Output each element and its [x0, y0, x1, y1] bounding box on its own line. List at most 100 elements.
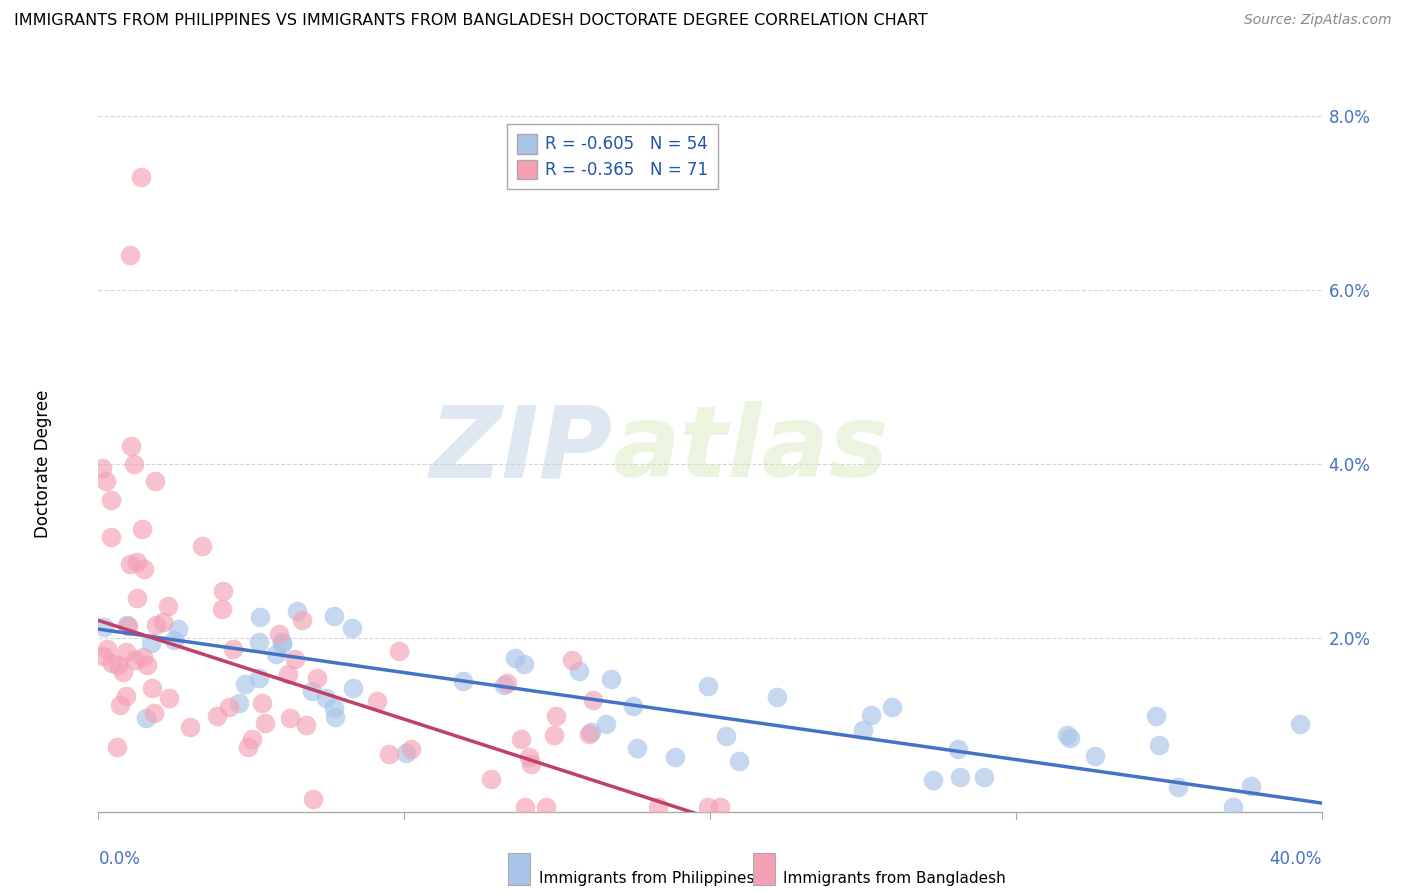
- Point: [728, 754, 751, 768]
- Text: ZIP: ZIP: [429, 401, 612, 499]
- Point: [503, 651, 526, 665]
- Point: [132, 650, 155, 665]
- Point: [115, 617, 138, 632]
- Point: [132, 562, 155, 576]
- Point: [494, 678, 516, 692]
- Point: [714, 729, 737, 743]
- Point: [582, 692, 605, 706]
- Point: [949, 770, 972, 784]
- Point: [366, 694, 388, 708]
- Point: [451, 674, 474, 689]
- Text: Immigrants from Bangladesh: Immigrants from Bangladesh: [783, 871, 1007, 886]
- Point: [118, 558, 141, 572]
- Point: [626, 741, 648, 756]
- Point: [114, 689, 136, 703]
- Point: [93, 620, 115, 634]
- Point: [212, 584, 235, 599]
- Point: [495, 676, 517, 690]
- Text: 40.0%: 40.0%: [1270, 850, 1322, 868]
- Point: [222, 642, 245, 657]
- Point: [145, 617, 167, 632]
- Point: [378, 747, 401, 762]
- Point: [238, 739, 260, 754]
- Point: [399, 742, 422, 756]
- Point: [323, 701, 346, 715]
- Point: [595, 717, 617, 731]
- Point: [108, 698, 131, 713]
- Point: [520, 756, 543, 771]
- Point: [143, 475, 166, 489]
- Point: [1167, 780, 1189, 795]
- Point: [599, 672, 621, 686]
- Point: [561, 653, 583, 667]
- Point: [179, 720, 201, 734]
- Point: [156, 599, 179, 613]
- Point: [91, 461, 114, 475]
- Point: [94, 475, 117, 489]
- Point: [228, 696, 250, 710]
- Point: [852, 723, 875, 737]
- Point: [167, 622, 190, 636]
- Point: [882, 700, 904, 714]
- Point: [124, 457, 146, 471]
- Point: [510, 731, 533, 746]
- Point: [211, 601, 233, 615]
- Point: [100, 530, 122, 544]
- Point: [120, 440, 142, 454]
- Point: [395, 746, 418, 760]
- Point: [252, 697, 274, 711]
- Point: [125, 591, 148, 605]
- Point: [96, 641, 118, 656]
- Text: Doctorate Degree: Doctorate Degree: [34, 390, 52, 538]
- Point: [696, 679, 718, 693]
- Point: [973, 770, 995, 784]
- Point: [578, 727, 600, 741]
- Point: [271, 637, 294, 651]
- Text: Immigrants from Philippines: Immigrants from Philippines: [538, 871, 754, 886]
- Point: [664, 750, 686, 764]
- Point: [1144, 709, 1167, 723]
- Point: [135, 711, 157, 725]
- Point: [91, 648, 114, 663]
- FancyBboxPatch shape: [508, 854, 530, 885]
- Text: 0.0%: 0.0%: [98, 850, 141, 868]
- Point: [271, 635, 294, 649]
- Point: [305, 671, 328, 685]
- Point: [117, 619, 139, 633]
- Point: [277, 666, 299, 681]
- Point: [218, 699, 240, 714]
- Point: [323, 709, 346, 723]
- Text: atlas: atlas: [612, 401, 889, 499]
- Point: [127, 555, 149, 569]
- Point: [517, 750, 540, 764]
- Point: [568, 664, 591, 678]
- Point: [124, 653, 146, 667]
- Point: [267, 626, 290, 640]
- Point: [235, 677, 257, 691]
- Point: [301, 684, 323, 698]
- Point: [921, 772, 943, 787]
- Point: [247, 635, 270, 649]
- Point: [766, 690, 789, 705]
- Point: [342, 681, 364, 695]
- Point: [581, 725, 603, 739]
- Point: [322, 608, 344, 623]
- Point: [162, 633, 184, 648]
- Point: [118, 248, 141, 262]
- Point: [946, 742, 969, 756]
- Point: [1084, 748, 1107, 763]
- Point: [1222, 800, 1244, 814]
- Point: [1059, 731, 1081, 745]
- Point: [481, 772, 503, 787]
- Point: [114, 645, 136, 659]
- Point: [240, 732, 263, 747]
- Point: [107, 658, 129, 673]
- Point: [512, 657, 534, 672]
- Point: [513, 800, 536, 814]
- Point: [291, 613, 314, 627]
- Point: [152, 615, 174, 629]
- Point: [1240, 780, 1263, 794]
- Point: [647, 800, 669, 814]
- Point: [136, 657, 159, 672]
- Point: [859, 707, 882, 722]
